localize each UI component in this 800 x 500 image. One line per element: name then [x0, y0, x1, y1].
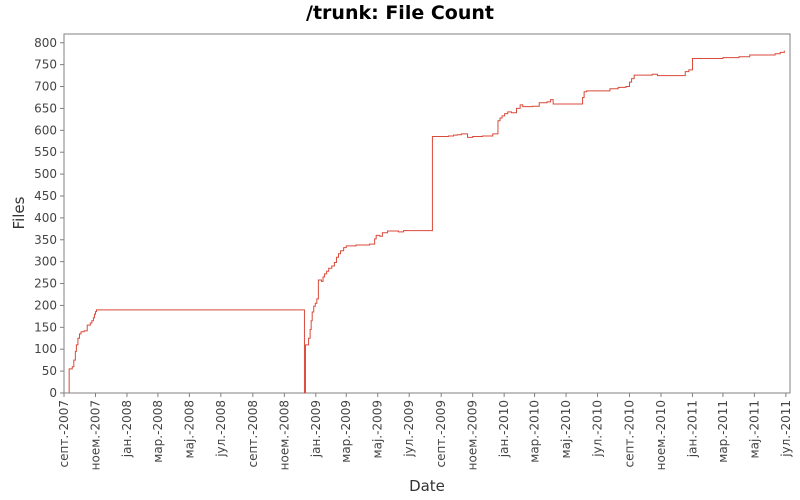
- x-tick-label: мај.-2008: [182, 400, 196, 458]
- chart-title: /trunk: File Count: [306, 2, 494, 24]
- x-tick-label: јул.-2009: [402, 400, 416, 458]
- x-tick-label: јул.-2011: [779, 400, 793, 458]
- y-tick-label: 800: [34, 36, 57, 50]
- x-tick-label: мај.-2010: [559, 400, 573, 458]
- y-tick-label: 600: [34, 123, 57, 137]
- y-tick-label: 350: [34, 233, 57, 247]
- y-tick-label: 650: [34, 101, 57, 115]
- series-line: [68, 50, 785, 394]
- x-tick-label: мај.-2009: [371, 400, 385, 458]
- y-tick-label: 750: [34, 58, 57, 72]
- x-tick-label: септ.-2009: [434, 400, 448, 468]
- x-tick-label: јул.-2008: [214, 400, 228, 458]
- x-tick-label: септ.-2010: [623, 400, 637, 468]
- x-tick-label: јан.-2008: [120, 400, 134, 458]
- x-tick-label: септ.-2007: [57, 400, 71, 468]
- y-tick-label: 50: [42, 364, 57, 378]
- y-tick-label: 500: [34, 167, 57, 181]
- plot-area: [63, 33, 791, 394]
- y-axis-label: Files: [10, 196, 28, 229]
- y-tick-label: 200: [34, 298, 57, 312]
- x-tick-label: мар.-2011: [716, 400, 730, 463]
- y-axis: 0 50 100 150 200 250 300 350 400 450 500 550 600 650 7…: [34, 36, 64, 400]
- y-tick-label: 100: [34, 342, 57, 356]
- x-tick-label: јан.-2009: [309, 400, 323, 458]
- x-tick-label: мај.-2011: [747, 400, 761, 458]
- x-tick-label: ноем.-2009: [466, 400, 480, 470]
- x-axis: септ.-2007 ноем.-2007 јан.-2008 мар.-2008 ма…: [57, 393, 793, 470]
- x-tick-label: јан.-2010: [497, 400, 511, 458]
- x-tick-label: ноем.-2007: [88, 400, 102, 470]
- y-tick-label: 550: [34, 145, 57, 159]
- series-layer: [68, 50, 785, 394]
- x-tick-label: јул.-2010: [591, 400, 605, 458]
- x-axis-label: Date: [409, 477, 445, 495]
- y-tick-label: 300: [34, 255, 57, 269]
- x-tick-label: септ.-2008: [246, 400, 260, 468]
- y-tick-label: 450: [34, 189, 57, 203]
- y-tick-label: 150: [34, 320, 57, 334]
- y-tick-label: 700: [34, 80, 57, 94]
- x-tick-label: ноем.-2008: [277, 400, 291, 470]
- x-tick-label: мар.-2008: [151, 400, 165, 463]
- y-tick-label: 0: [49, 386, 57, 400]
- x-tick-label: мар.-2009: [339, 400, 353, 463]
- x-tick-label: јан.-2011: [685, 400, 699, 458]
- y-tick-label: 400: [34, 211, 57, 225]
- y-tick-label: 250: [34, 277, 57, 291]
- x-tick-label: мар.-2010: [528, 400, 542, 463]
- x-tick-label: ноем.-2010: [654, 400, 668, 470]
